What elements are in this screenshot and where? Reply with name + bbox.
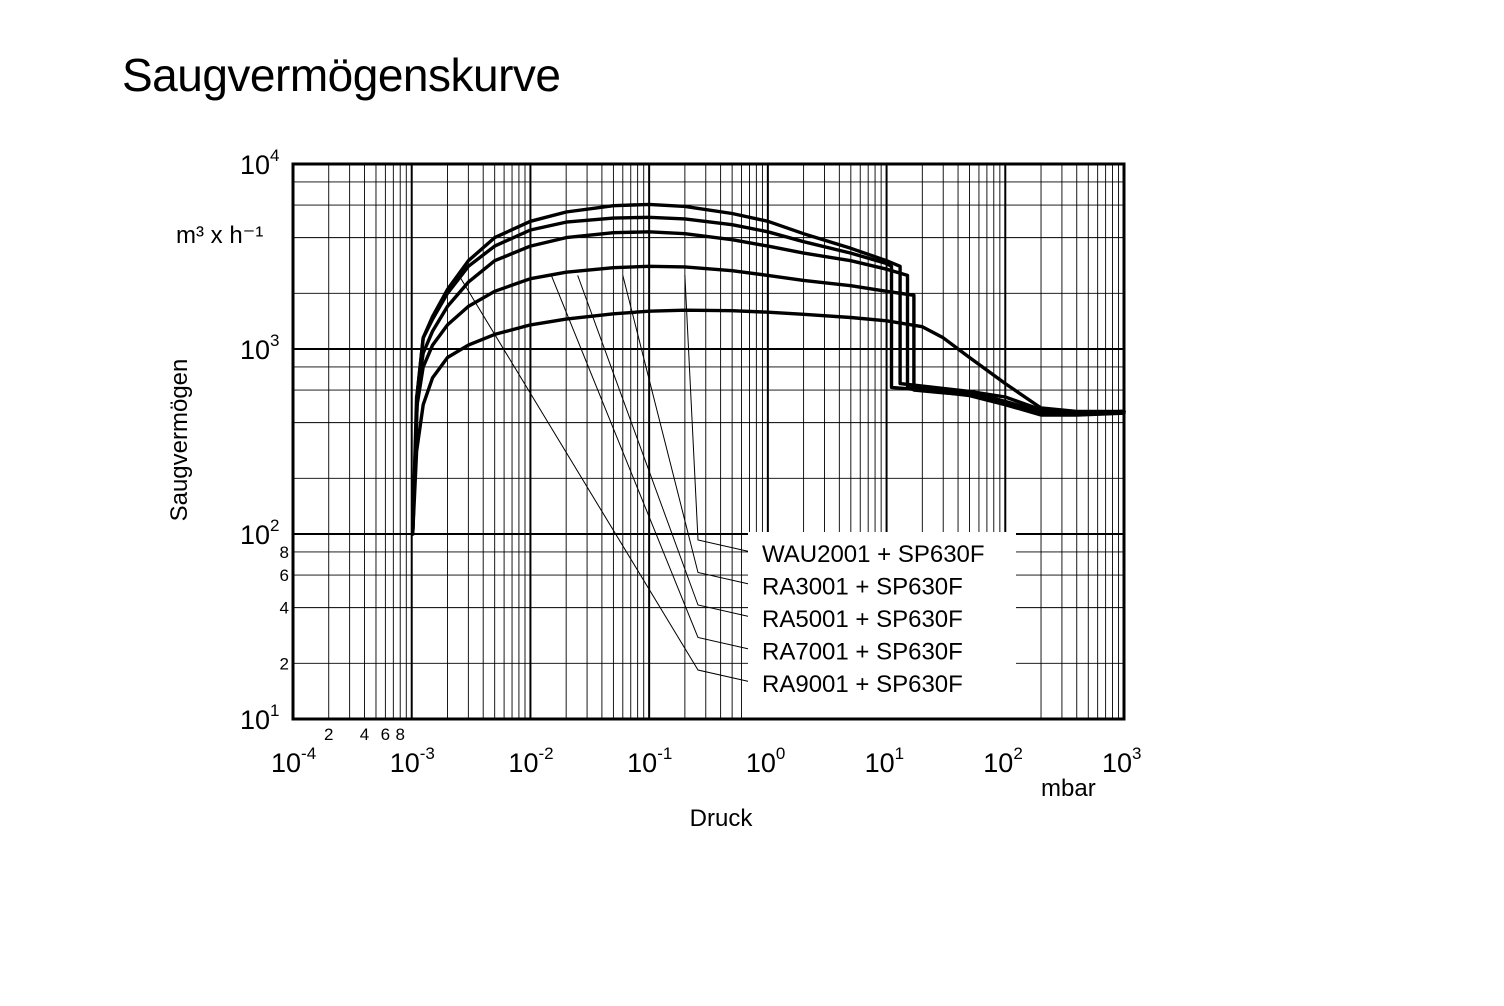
- legend-background: [748, 532, 1016, 718]
- x-tick-label-2: 10-3: [390, 744, 435, 778]
- y-axis-ticks: 101 102 103 104 2 4 6 8: [240, 146, 289, 735]
- legend-label-5: RA9001 + SP630F: [762, 671, 963, 698]
- series-curves: [411, 202, 1126, 536]
- x-minor-tick-label-2: 4: [360, 725, 369, 744]
- x-tick-label-1: 10-4: [271, 744, 316, 778]
- x-tick-label-3: 10-2: [508, 744, 553, 778]
- x-axis-ticks: 10-4 10-3 10-2 10-1 100 101 102 103 2 4 6 8: [271, 725, 1142, 778]
- leader-line-3: [577, 275, 761, 620]
- x-tick-label-4: 10-1: [627, 744, 672, 778]
- x-minor-tick-label-1: 2: [324, 725, 333, 744]
- plot-frame: [291, 162, 1126, 721]
- y-minor-tick-label-4: 8: [280, 543, 289, 562]
- legend-label-3: RA5001 + SP630F: [762, 606, 963, 633]
- leader-line-2: [622, 275, 761, 587]
- legend-label-2: RA3001 + SP630F: [762, 574, 963, 601]
- x-tick-label-6: 101: [865, 744, 905, 778]
- legend-leader-lines: [458, 275, 761, 685]
- y-minor-tick-label-3: 6: [280, 566, 289, 585]
- legend-label-1: WAU2001 + SP630F: [762, 541, 985, 568]
- x-tick-label-7: 102: [983, 744, 1023, 778]
- page-title: Saugvermögenskurve: [122, 49, 561, 101]
- x-axis-label: Druck: [690, 805, 754, 832]
- y-tick-label-3: 103: [240, 331, 280, 365]
- series-line-5: [411, 308, 1126, 536]
- x-minor-tick-label-3: 6: [381, 725, 390, 744]
- y-minor-tick-label-2: 4: [280, 599, 289, 618]
- leader-line-4: [550, 275, 761, 652]
- y-tick-label-1: 101: [240, 701, 280, 735]
- x-minor-tick-label-4: 8: [395, 725, 404, 744]
- legend-label-4: RA7001 + SP630F: [762, 639, 963, 666]
- leader-line-5: [458, 275, 761, 685]
- x-tick-label-5: 100: [746, 744, 786, 778]
- y-tick-label-2: 102: [240, 516, 280, 550]
- y-axis-label: Saugvermögen: [166, 359, 193, 522]
- y-minor-tick-label-1: 2: [280, 654, 289, 673]
- legend: WAU2001 + SP630F RA3001 + SP630F RA5001 + …: [762, 541, 985, 698]
- x-tick-label-8: 103: [1102, 744, 1142, 778]
- leader-line-1: [684, 275, 761, 555]
- series-line-4: [411, 264, 1126, 536]
- y-axis-unit: m³ x h⁻¹: [176, 222, 263, 249]
- x-axis-unit: mbar: [1041, 775, 1096, 802]
- y-tick-label-4: 104: [240, 146, 280, 180]
